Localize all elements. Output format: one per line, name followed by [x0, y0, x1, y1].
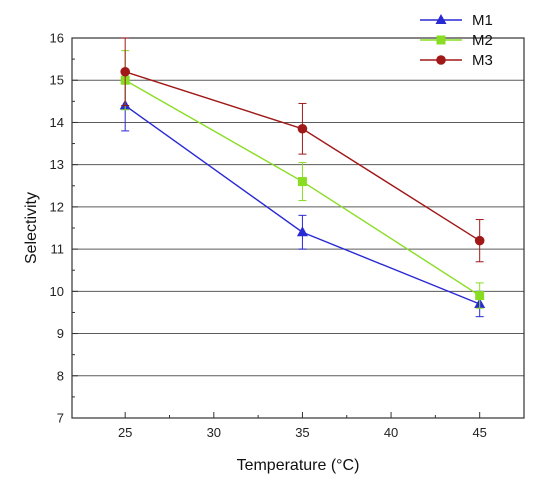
x-tick-label: 35	[295, 425, 309, 440]
data-point-m3	[474, 235, 485, 246]
y-axis-title: Selectivity	[23, 192, 40, 264]
data-point-m2	[475, 291, 485, 301]
y-tick-label: 10	[50, 284, 64, 299]
legend-label-m2: M2	[472, 32, 493, 49]
y-tick-label: 9	[57, 326, 64, 341]
x-tick-label: 40	[384, 425, 398, 440]
x-axis-title: Temperature (°C)	[237, 457, 360, 474]
x-tick-label: 45	[472, 425, 486, 440]
y-tick-label: 12	[50, 199, 64, 214]
y-tick-label: 8	[57, 368, 64, 383]
legend-marker-m1	[435, 14, 447, 24]
data-point-m3	[120, 66, 130, 77]
y-tick-label: 11	[51, 242, 65, 257]
y-tick-label: 14	[50, 115, 64, 130]
y-tick-label: 7	[57, 411, 64, 426]
data-point-m3	[297, 123, 308, 134]
plot-frame	[71, 37, 525, 419]
data-point-m2	[297, 177, 307, 187]
legend-label-m1: M1	[472, 12, 493, 29]
y-tick-label: 15	[50, 73, 64, 88]
legend-marker-m2	[436, 35, 446, 45]
data-point-m1	[296, 226, 308, 237]
x-tick-label: 25	[118, 425, 132, 440]
x-tick-label: 30	[207, 425, 221, 440]
legend-marker-m3	[436, 55, 446, 65]
legend-label-m3: M3	[472, 52, 493, 69]
y-tick-label: 13	[50, 157, 64, 172]
y-tick-label: 16	[50, 31, 64, 46]
